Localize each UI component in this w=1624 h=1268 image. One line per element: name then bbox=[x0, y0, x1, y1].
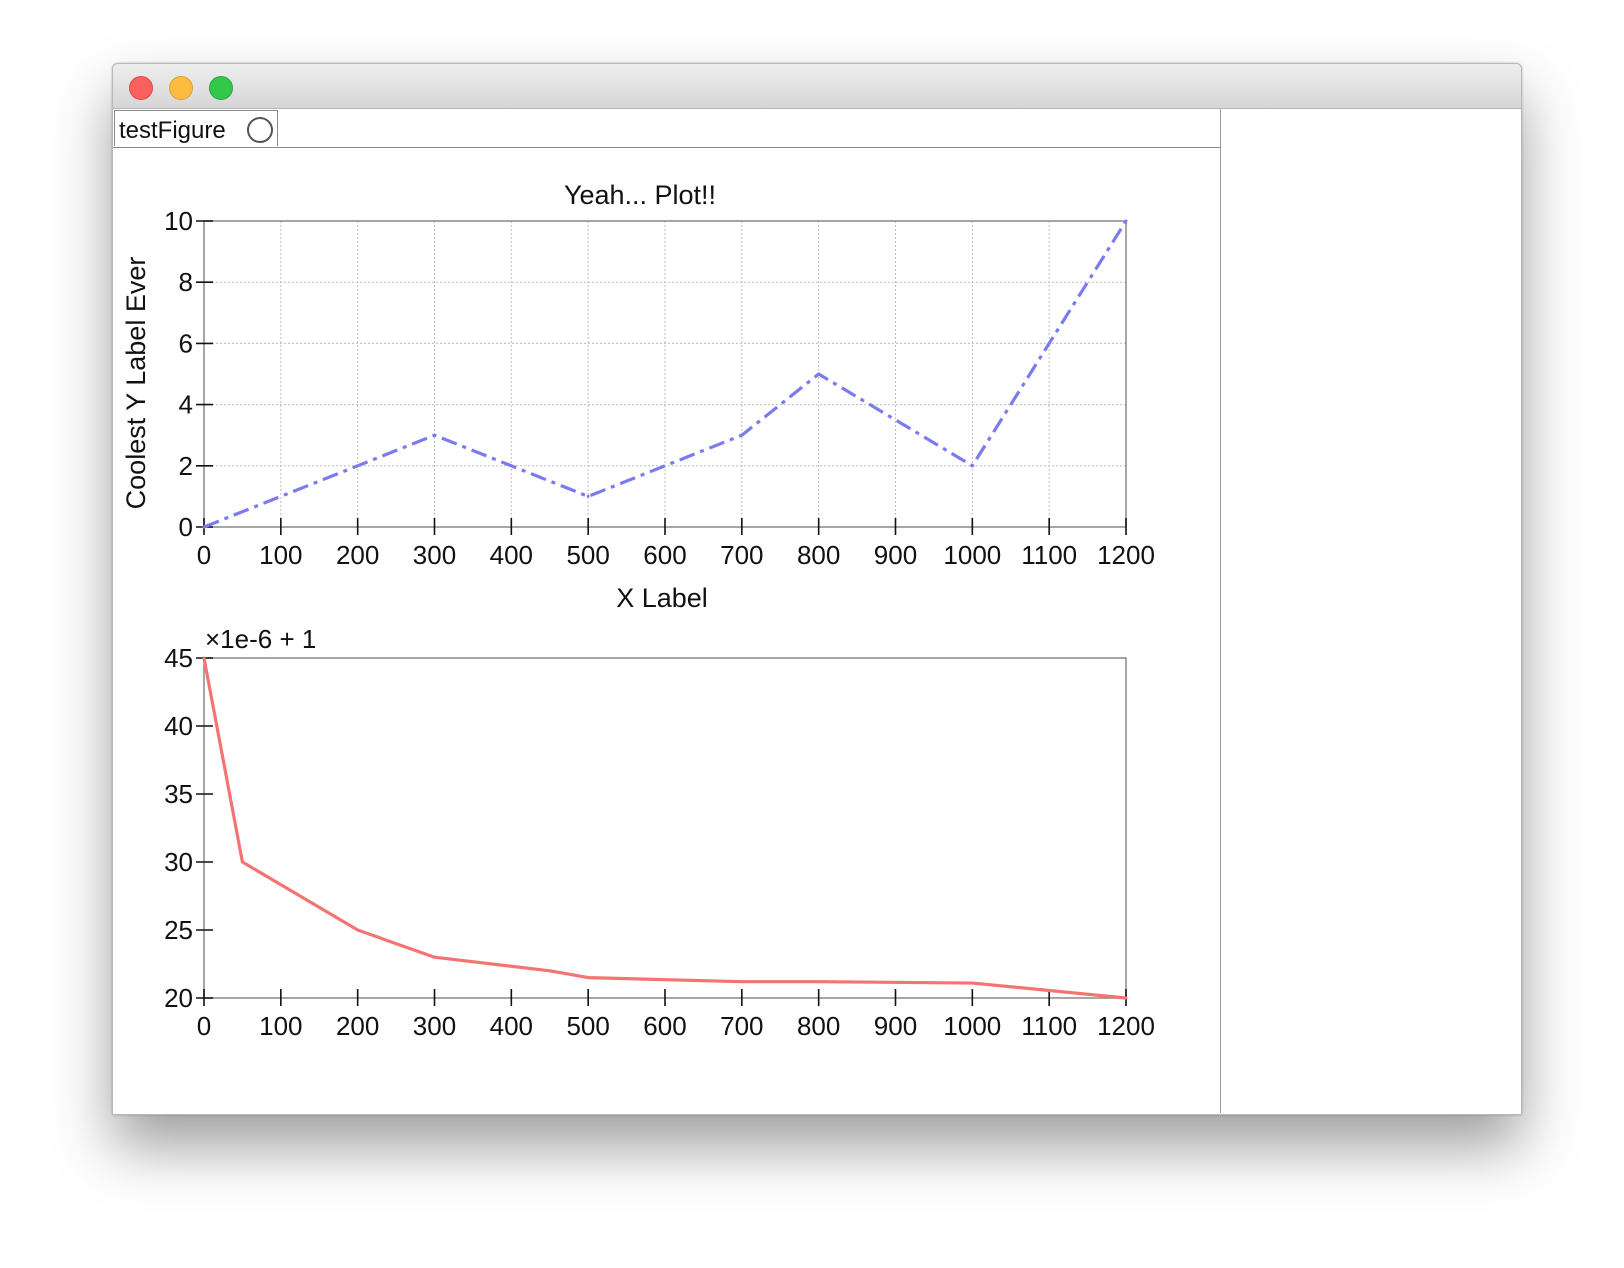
tab-testfigure[interactable]: testFigure bbox=[114, 110, 278, 146]
figure-area: testFigure Yeah... Plot!! X Label Cooles… bbox=[113, 109, 1221, 1113]
x-tick-label: 400 bbox=[490, 540, 533, 570]
data-point bbox=[433, 433, 436, 437]
y-tick-label: 2 bbox=[179, 451, 193, 481]
x-tick-label: 200 bbox=[336, 540, 379, 570]
x-tick-label: 1200 bbox=[1097, 540, 1155, 570]
data-point bbox=[202, 525, 206, 529]
data-point bbox=[586, 976, 590, 980]
y-tick-label: 4 bbox=[179, 390, 193, 420]
x-tick-label: 900 bbox=[874, 1011, 917, 1041]
data-point bbox=[970, 464, 974, 468]
x-tick-label: 1200 bbox=[1097, 1011, 1155, 1041]
x-tick-label: 200 bbox=[336, 1011, 379, 1041]
x-tick-label: 1100 bbox=[1021, 540, 1077, 570]
x-tick-label: 700 bbox=[720, 540, 763, 570]
y-tick-label: 45 bbox=[164, 643, 193, 673]
top-plot-title: Yeah... Plot!! bbox=[564, 180, 716, 210]
x-tick-label: 0 bbox=[197, 1011, 211, 1041]
series-line bbox=[202, 657, 1127, 1000]
data-point bbox=[240, 860, 244, 864]
x-tick-label: 1000 bbox=[943, 540, 1001, 570]
x-tick-label: 700 bbox=[720, 1011, 763, 1041]
top-plot-ylabel: Coolest Y Label Ever bbox=[121, 257, 151, 510]
x-tick-label: 900 bbox=[874, 540, 917, 570]
x-tick-label: 0 bbox=[197, 540, 211, 570]
x-tick-label: 400 bbox=[490, 1011, 533, 1041]
data-point bbox=[817, 980, 821, 984]
x-tick-label: 800 bbox=[797, 1011, 840, 1041]
x-tick-label: 100 bbox=[259, 1011, 302, 1041]
x-tick-label: 100 bbox=[259, 540, 302, 570]
y-tick-label: 20 bbox=[164, 983, 193, 1013]
bottom-plot-offset-label: ×1e-6 + 1 bbox=[205, 624, 316, 654]
top-plot-xlabel: X Label bbox=[616, 583, 708, 613]
y-tick-label: 6 bbox=[179, 328, 193, 358]
x-tick-label: 1000 bbox=[943, 1011, 1001, 1041]
x-tick-label: 1100 bbox=[1021, 1011, 1077, 1041]
app-window: testFigure Yeah... Plot!! X Label Cooles… bbox=[112, 63, 1522, 1115]
data-point bbox=[202, 656, 206, 660]
y-tick-label: 35 bbox=[164, 779, 193, 809]
data-point bbox=[548, 969, 552, 973]
x-tick-label: 500 bbox=[566, 1011, 609, 1041]
y-tick-label: 30 bbox=[164, 847, 193, 877]
x-tick-label: 500 bbox=[566, 540, 609, 570]
minimize-window-button[interactable] bbox=[169, 76, 193, 100]
data-point bbox=[356, 928, 360, 932]
y-tick-label: 40 bbox=[164, 711, 193, 741]
side-panel bbox=[1221, 109, 1521, 1114]
title-bar[interactable] bbox=[113, 64, 1521, 109]
y-tick-label: 8 bbox=[179, 267, 193, 297]
tab-label: testFigure bbox=[119, 117, 226, 144]
x-tick-label: 600 bbox=[643, 540, 686, 570]
x-tick-label: 300 bbox=[413, 540, 456, 570]
data-point bbox=[740, 433, 744, 437]
close-window-button[interactable] bbox=[129, 76, 153, 100]
data-point bbox=[817, 372, 821, 376]
tab-strip: testFigure bbox=[113, 109, 1220, 148]
data-point bbox=[586, 494, 590, 498]
tab-close-icon[interactable] bbox=[247, 117, 273, 143]
y-tick-label: 10 bbox=[164, 206, 193, 236]
data-point bbox=[970, 981, 974, 985]
bottom-plot: ×1e-6 + 1 0 100 200 300 400 500 600 700 800 900 10… bbox=[164, 624, 1155, 1041]
zoom-window-button[interactable] bbox=[209, 76, 233, 100]
figure-canvas: Yeah... Plot!! X Label Coolest Y Label E… bbox=[121, 180, 1155, 1041]
data-point bbox=[1124, 996, 1128, 1000]
y-tick-label: 0 bbox=[179, 512, 193, 542]
y-tick-label: 25 bbox=[164, 915, 193, 945]
data-point bbox=[433, 955, 436, 959]
x-tick-label: 600 bbox=[643, 1011, 686, 1041]
data-point bbox=[740, 980, 744, 984]
x-tick-label: 800 bbox=[797, 540, 840, 570]
x-tick-label: 300 bbox=[413, 1011, 456, 1041]
top-plot: Yeah... Plot!! X Label Coolest Y Label E… bbox=[121, 180, 1155, 613]
plot-frame bbox=[203, 657, 1127, 999]
data-point bbox=[1124, 219, 1128, 223]
